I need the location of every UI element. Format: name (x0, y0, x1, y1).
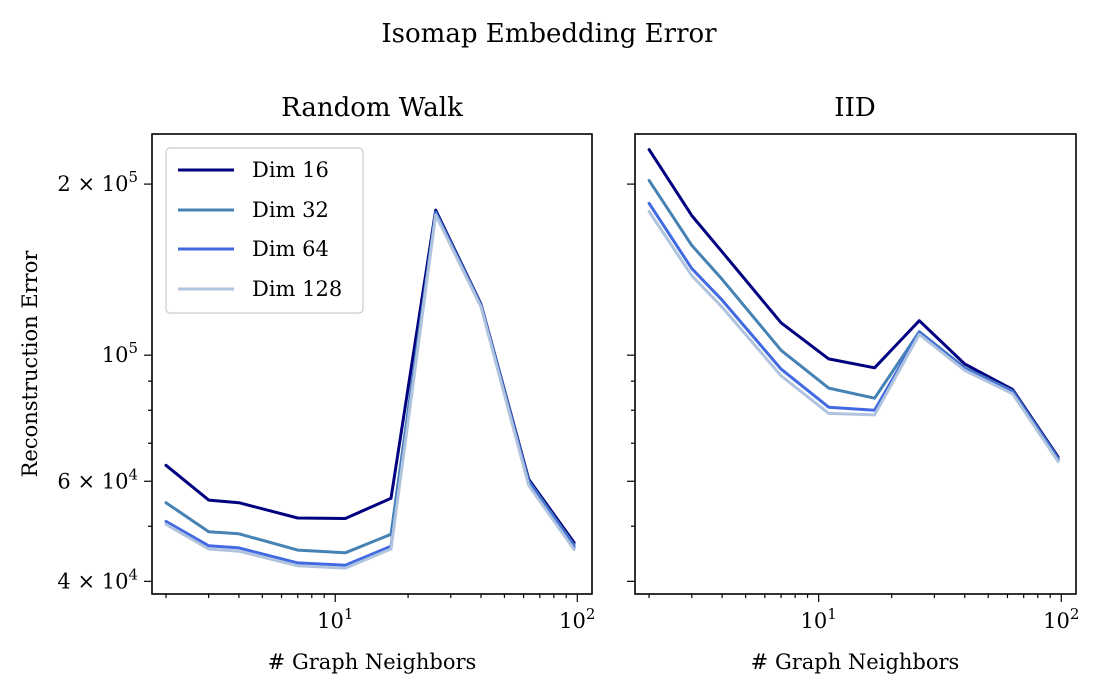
panel-iid: IID 101 102 # Graph Neighbors (627, 93, 1079, 674)
series-group-iid (647, 148, 1060, 463)
y-axis-label: Reconstruction Error (18, 250, 42, 478)
panel-random-walk: Random Walk 101 102 4 × 104 6 × 104 105 2 × 1… (18, 93, 595, 674)
legend-label-dim-16: Dim 16 (252, 158, 329, 182)
plot-frame-iid (634, 133, 1077, 595)
axis-ticks-random-walk: 101 102 4 × 104 6 × 104 105 2 × 105 (57, 168, 595, 633)
y-tick-label: 4 × 104 (57, 565, 138, 593)
x-tick-label-iid: 101 (801, 605, 837, 633)
series-line-dim-128-iid (647, 210, 1060, 463)
y-tick-label: 105 (102, 339, 138, 367)
series-line-dim-16-iid (647, 148, 1060, 459)
x-tick-label-random-walk: 102 (559, 605, 595, 633)
y-tick-label: 2 × 105 (57, 168, 138, 196)
panel-title-iid: IID (834, 93, 875, 123)
x-axis-label-random-walk: # Graph Neighbors (268, 650, 477, 674)
x-tick-label-iid: 102 (1043, 605, 1079, 633)
series-group-random-walk (164, 208, 576, 570)
x-tick-label-random-walk: 101 (317, 605, 353, 633)
legend-label-dim-128: Dim 128 (252, 277, 342, 301)
legend: Dim 16 Dim 32 Dim 64 Dim 128 (165, 147, 364, 314)
figure-title: Isomap Embedding Error (381, 19, 717, 49)
legend-label-dim-64: Dim 64 (252, 237, 329, 261)
axis-ticks-iid: 101 102 (627, 183, 1079, 633)
series-line-dim-64-iid (647, 201, 1060, 462)
series-line-dim-128-random-walk (164, 213, 576, 570)
panel-title-random-walk: Random Walk (281, 93, 463, 123)
plot-frame-random-walk (151, 133, 593, 595)
series-line-dim-32-iid (647, 178, 1060, 460)
y-tick-label: 6 × 104 (57, 465, 138, 493)
legend-box (165, 147, 364, 314)
legend-label-dim-32: Dim 32 (252, 198, 329, 222)
x-axis-label-iid: # Graph Neighbors (751, 650, 960, 674)
